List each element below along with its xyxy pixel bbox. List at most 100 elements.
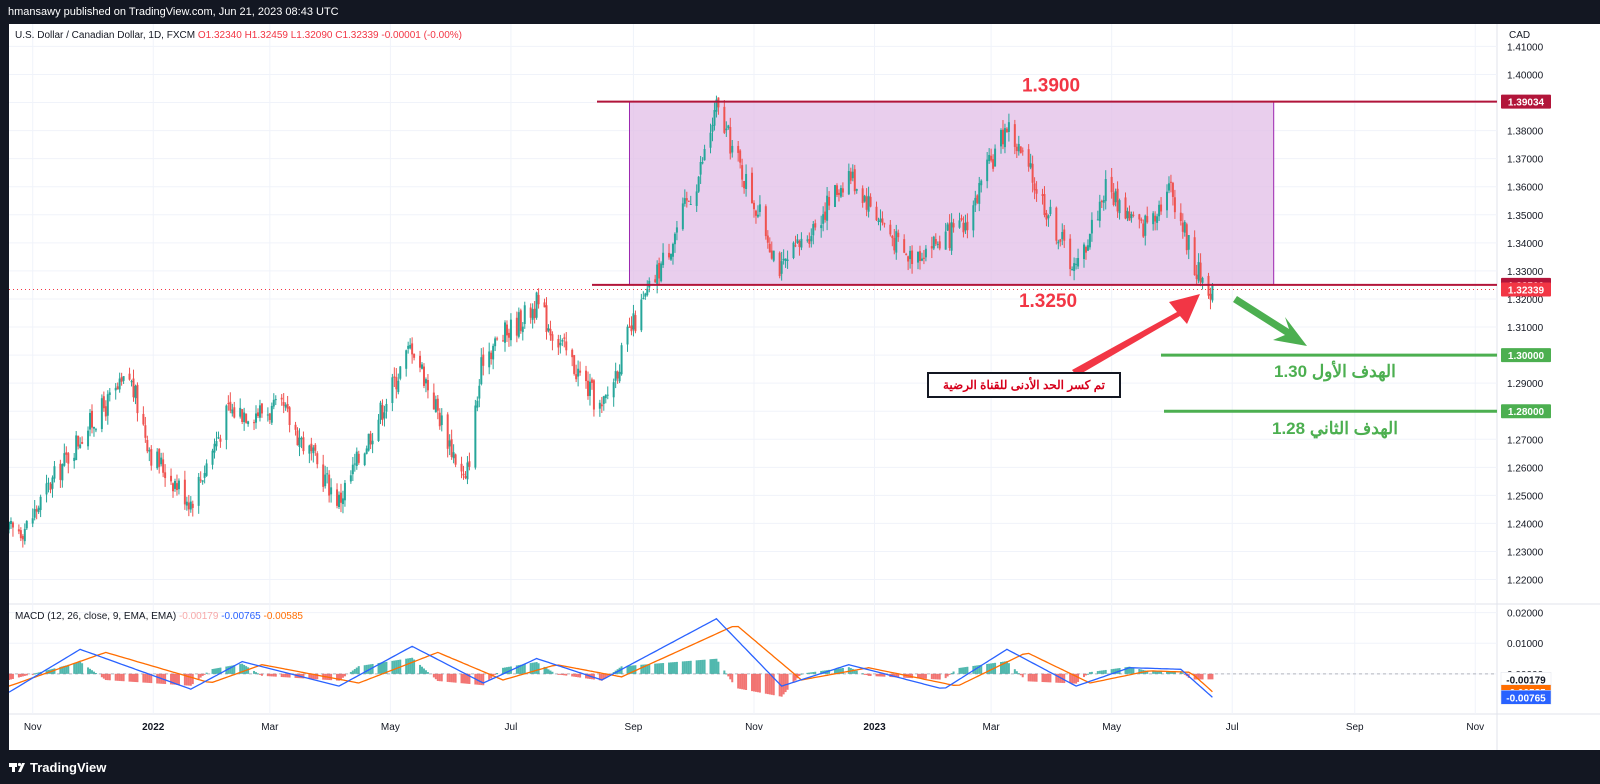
- macd-hist-bar: [1140, 669, 1143, 674]
- candle-body: [1061, 231, 1064, 240]
- macd-hist-bar: [875, 673, 878, 677]
- macd-hist-bar: [1075, 673, 1078, 684]
- macd-hist-bar: [713, 658, 716, 674]
- macd-hist-bar: [266, 673, 269, 677]
- macd-hist-bar: [877, 673, 880, 677]
- macd-hist-bar: [573, 673, 576, 677]
- x-tick-label-10: Jul: [1226, 722, 1239, 733]
- macd-hist-bar: [338, 673, 341, 681]
- macd-hist-bar: [723, 670, 726, 674]
- macd-hist-bar: [282, 673, 285, 678]
- candle-body: [203, 473, 206, 478]
- y-tick-label-8: 1.33000: [1507, 267, 1544, 278]
- macd-hist-bar: [79, 661, 82, 674]
- macd-hist-bar: [772, 673, 775, 696]
- candle-body: [1017, 143, 1020, 152]
- y-tick-label-3: 1.38000: [1507, 127, 1544, 138]
- macd-hist-bar: [579, 673, 582, 678]
- macd-hist-bar: [893, 673, 896, 678]
- candle-body: [893, 237, 896, 251]
- macd-hist-bar: [727, 673, 730, 677]
- macd-hist-bar: [869, 673, 872, 676]
- candle-body: [911, 250, 914, 265]
- candle-body: [239, 407, 242, 417]
- candle-body: [662, 252, 665, 266]
- candle-body: [1201, 277, 1204, 283]
- candle-body: [1000, 129, 1002, 147]
- candle-body: [703, 149, 706, 161]
- candle-body: [784, 258, 787, 261]
- candle-body: [1165, 191, 1168, 211]
- macd-hist-bar: [440, 673, 443, 682]
- macd-hist-bar: [205, 672, 208, 674]
- macd-hist-bar: [543, 666, 546, 674]
- candle-body: [266, 414, 269, 416]
- macd-legend: MACD (12, 26, close, 9, EMA, EMA) -0.001…: [15, 611, 303, 622]
- candle-body: [1031, 163, 1034, 183]
- macd-hist-bar: [1126, 666, 1129, 674]
- candle-body: [1088, 233, 1091, 248]
- macd-hist-bar: [1019, 673, 1022, 676]
- candle-body: [385, 403, 388, 412]
- candle-body: [849, 171, 852, 181]
- x-tick-label-3: May: [381, 722, 400, 733]
- candle-body: [162, 459, 165, 473]
- candle-body: [559, 342, 562, 346]
- macd-hist-bar: [978, 665, 981, 674]
- candle-body: [17, 529, 20, 532]
- macd-hist-bar: [480, 673, 483, 686]
- candle-body: [1071, 269, 1074, 271]
- macd-marker-bg: [1500, 690, 1552, 705]
- candle-body: [114, 387, 117, 391]
- macd-hist-bar: [932, 673, 935, 680]
- candle-body: [752, 202, 755, 210]
- candle-body: [922, 257, 925, 259]
- macd-hist-bar: [519, 664, 522, 674]
- macd-hist-bar: [1035, 673, 1038, 682]
- candle-body: [446, 414, 449, 449]
- candle-body: [296, 430, 299, 446]
- macd-hist-bar: [687, 660, 690, 674]
- macd-hist-bar: [468, 673, 471, 684]
- candle-body: [644, 293, 647, 297]
- candle-body: [452, 452, 455, 459]
- macd-hist-bar: [35, 672, 38, 674]
- macd-hist-bar: [547, 669, 550, 674]
- macd-hist-bar: [837, 668, 840, 674]
- candle-body: [1167, 183, 1170, 191]
- macd-hist-bar: [411, 657, 414, 674]
- macd-hist-bar: [800, 673, 803, 675]
- macd-hist-bar: [699, 660, 702, 674]
- candle-body: [424, 379, 427, 384]
- candle-body: [363, 453, 366, 466]
- candle-body: [976, 195, 979, 203]
- macd-hist-bar: [377, 663, 380, 674]
- candle-body: [1075, 263, 1078, 265]
- candle-body: [537, 294, 540, 305]
- candle-body: [628, 326, 631, 328]
- macd-hist-bar: [689, 660, 692, 674]
- candle-body: [432, 392, 435, 410]
- macd-hist-bar: [122, 673, 125, 682]
- macd-hist-bar: [602, 673, 605, 680]
- price-marker-bg: [1501, 282, 1551, 297]
- macd-hist-bar: [952, 671, 955, 674]
- macd-hist-bar: [371, 663, 374, 674]
- macd-hist-bar: [438, 673, 441, 682]
- macd-signal-value: -0.00585: [263, 611, 303, 622]
- candle-body: [371, 440, 374, 445]
- candle-body: [474, 405, 477, 468]
- candle-body: [634, 315, 637, 332]
- macd-hist-bar: [172, 673, 175, 685]
- candle-body: [65, 452, 68, 455]
- macd-hist-bar: [349, 671, 352, 674]
- candle-body: [219, 438, 222, 442]
- price-chart-svg[interactable]: 1.410001.400001.390001.380001.370001.360…: [9, 24, 1600, 750]
- macd-hist-bar: [460, 673, 463, 684]
- chart-area[interactable]: 1.410001.400001.390001.380001.370001.360…: [9, 24, 1600, 750]
- symbol-legend: U.S. Dollar / Canadian Dollar, 1D, FXCM …: [15, 30, 462, 41]
- macd-hist-bar: [397, 659, 400, 674]
- macd-hist-bar: [272, 673, 275, 677]
- candle-body: [339, 492, 342, 503]
- macd-hist-bar: [1021, 673, 1024, 678]
